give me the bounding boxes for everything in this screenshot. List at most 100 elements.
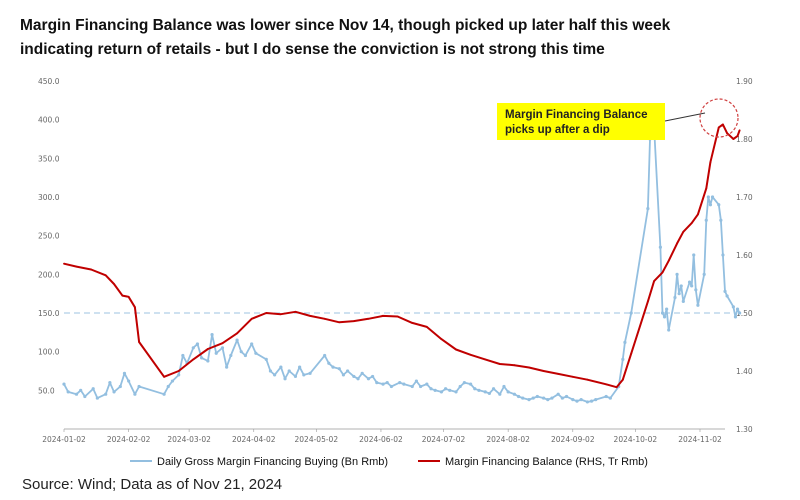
series-buying-point xyxy=(550,396,554,400)
series-buying-point xyxy=(535,394,539,399)
series-buying-point xyxy=(360,371,364,375)
series-buying-point xyxy=(702,272,706,276)
series-balance-point xyxy=(542,370,545,372)
left-tick-label: 50.0 xyxy=(38,386,55,395)
series-balance-point xyxy=(382,315,384,317)
series-buying-point xyxy=(531,396,535,400)
series-buying-point xyxy=(662,315,667,319)
series-balance-point xyxy=(127,295,130,298)
series-balance-point xyxy=(177,370,180,372)
left-tick-label: 150.0 xyxy=(38,309,60,318)
series-balance-point xyxy=(113,283,115,285)
left-tick-label: 450.0 xyxy=(38,77,60,86)
series-buying-point xyxy=(181,353,185,358)
series-buying-point xyxy=(331,365,335,369)
series-buying-point xyxy=(225,365,229,369)
series-balance-point xyxy=(138,341,140,343)
series-buying-point xyxy=(127,379,131,383)
series-buying-point xyxy=(608,396,612,400)
series-balance-point xyxy=(513,364,516,367)
series-balance-point xyxy=(192,358,195,361)
series-balance-point xyxy=(690,222,693,225)
series-buying-point xyxy=(439,390,444,394)
series-buying-point xyxy=(738,311,742,315)
series-balance-point xyxy=(736,135,739,138)
series-balance-point xyxy=(738,129,741,132)
series-buying-point xyxy=(345,369,350,373)
series-buying-point xyxy=(210,333,214,337)
series-buying-point xyxy=(293,374,298,379)
series-daily-margin-buying xyxy=(62,125,742,404)
series-buying-point xyxy=(575,399,579,403)
right-tick-label: 1.90 xyxy=(736,77,753,86)
series-balance-point xyxy=(653,280,656,282)
annotation-text-line-2: picks up after a dip xyxy=(505,124,610,136)
right-tick-label: 1.80 xyxy=(736,135,753,144)
x-axis-ticks: 2024-01-02 2024-02-02 2024-03-02 2024-04-02… xyxy=(42,429,722,444)
legend-label-buying: Daily Gross Margin Financing Buying (Bn … xyxy=(157,456,388,468)
series-buying-point xyxy=(546,398,550,402)
series-buying-point xyxy=(418,384,423,389)
series-balance-point xyxy=(121,294,124,297)
series-buying-point xyxy=(487,391,491,396)
series-buying-point xyxy=(371,374,375,379)
series-buying-point xyxy=(604,394,608,399)
series-buying-point xyxy=(279,365,283,369)
chart-title: Margin Financing Balance was lower since… xyxy=(20,14,790,62)
series-buying-point xyxy=(283,377,287,381)
series-buying-point xyxy=(717,203,721,207)
x-tick-label: 2024-10-02 xyxy=(614,435,658,444)
series-buying-point xyxy=(444,387,448,391)
series-balance-point xyxy=(586,378,589,381)
series-buying-point xyxy=(133,392,137,396)
series-buying-point xyxy=(696,303,700,307)
series-buying-point xyxy=(323,353,327,358)
series-balance-point xyxy=(221,342,224,345)
series-buying-point xyxy=(721,253,725,257)
series-balance-point xyxy=(396,315,399,318)
series-buying-point xyxy=(414,379,419,383)
series-balance-point xyxy=(484,358,487,361)
series-margin-balance xyxy=(63,123,741,389)
x-tick-label: 2024-11-02 xyxy=(678,435,722,444)
series-buying-point xyxy=(735,307,740,311)
series-buying-point xyxy=(91,387,95,391)
series-balance-point xyxy=(732,138,735,140)
series-buying-point xyxy=(177,373,181,377)
series-buying-point xyxy=(264,357,268,361)
series-buying-point xyxy=(498,392,502,396)
series-buying-point xyxy=(646,207,650,211)
series-buying-point xyxy=(675,272,679,276)
series-balance-point xyxy=(104,274,107,277)
series-buying-point xyxy=(273,373,277,377)
series-buying-point xyxy=(673,295,677,300)
series-buying-point xyxy=(723,289,727,293)
series-buying-point xyxy=(337,367,341,371)
series-balance-point xyxy=(352,320,355,323)
series-buying-point xyxy=(62,382,66,386)
series-buying-point xyxy=(527,398,531,402)
left-tick-label: 250.0 xyxy=(38,232,60,241)
series-buying-point xyxy=(302,373,306,377)
series-buying-point xyxy=(706,195,710,199)
series-balance-point xyxy=(621,378,624,381)
series-buying-point xyxy=(448,388,452,392)
series-balance-point xyxy=(667,259,670,262)
series-buying-point xyxy=(308,371,312,375)
left-tick-label: 200.0 xyxy=(38,270,60,279)
series-buying-point xyxy=(462,381,466,385)
series-buying-point xyxy=(95,396,99,400)
x-tick-label: 2024-05-02 xyxy=(295,435,339,444)
series-buying-point xyxy=(410,384,414,389)
series-buying-point xyxy=(206,359,210,363)
x-tick-label: 2024-02-02 xyxy=(107,435,151,444)
series-buying-point xyxy=(235,338,239,342)
series-buying-point xyxy=(195,342,200,346)
annotation-box xyxy=(497,103,665,140)
series-buying-point xyxy=(162,392,166,396)
series-buying-point xyxy=(425,382,429,386)
series-balance-point xyxy=(528,366,530,369)
left-tick-label: 400.0 xyxy=(38,116,60,125)
series-buying-point xyxy=(433,388,437,392)
series-buying-point xyxy=(692,253,696,257)
